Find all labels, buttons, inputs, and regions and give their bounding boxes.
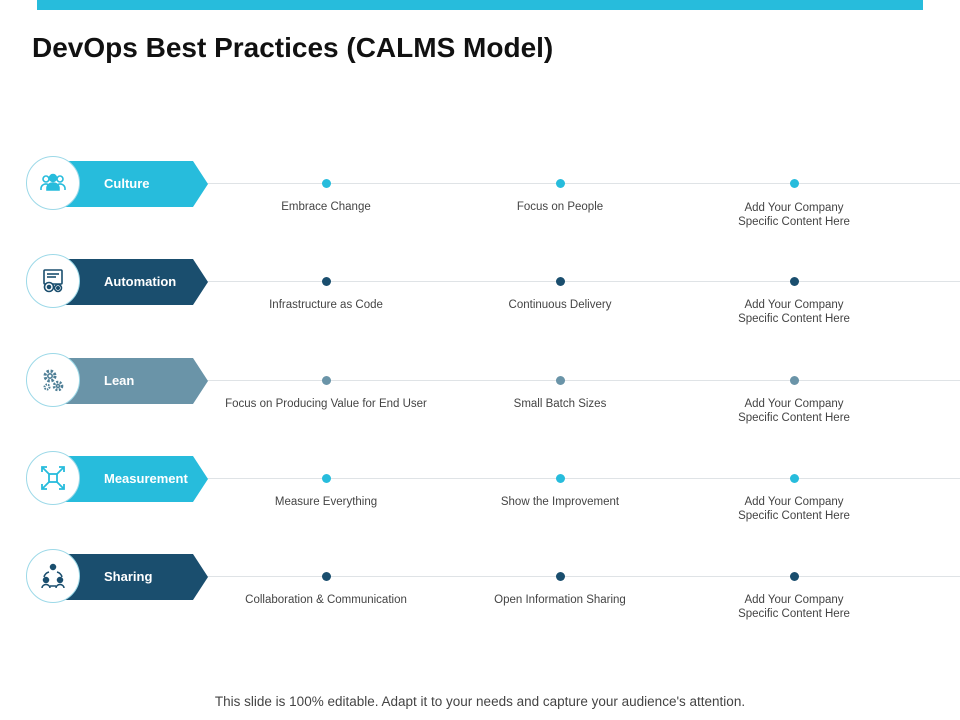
people-sharing-icon xyxy=(41,563,65,589)
lean-icon-circle xyxy=(26,353,80,407)
page-title: DevOps Best Practices (CALMS Model) xyxy=(32,32,554,63)
item-line: Add Your Company xyxy=(744,594,844,606)
lean-dot-3 xyxy=(790,376,799,385)
item-line: Focus on People xyxy=(516,201,604,213)
culture-item-1: Embrace Change xyxy=(206,200,446,214)
row-line xyxy=(205,576,960,577)
row-automation: Automation Infrastructure as Code Contin… xyxy=(0,254,960,326)
measurement-label: Measurement xyxy=(104,471,188,486)
sharing-dot-3 xyxy=(790,572,799,581)
item-line: Infrastructure as Code xyxy=(269,299,383,311)
automation-dot-3 xyxy=(790,277,799,286)
item-line: Measure Everything xyxy=(274,496,378,508)
row-sharing: Sharing Collaboration & Communication Op… xyxy=(0,549,960,621)
item-line: Open Information Sharing xyxy=(494,594,626,606)
item-line: Focus on Producing Value for End User xyxy=(225,398,427,410)
sharing-item-3: Add Your Company Specific Content Here xyxy=(674,593,914,621)
measurement-icon-circle xyxy=(26,451,80,505)
culture-dot-3 xyxy=(790,179,799,188)
culture-icon-circle xyxy=(26,156,80,210)
measurement-tag xyxy=(58,456,208,502)
item-line: Add Your Company xyxy=(744,398,844,410)
automation-tag xyxy=(58,259,208,305)
automation-item-2: Continuous Delivery xyxy=(440,298,680,312)
sharing-item-2: Open Information Sharing xyxy=(440,593,680,607)
row-line xyxy=(205,380,960,381)
row-culture: Culture Embrace Change Focus on People A… xyxy=(0,156,960,229)
sharing-icon-circle xyxy=(26,549,80,603)
sharing-dot-1 xyxy=(322,572,331,581)
row-measurement: Measurement Measure Everything Show the … xyxy=(0,451,960,523)
measurement-dot-2 xyxy=(556,474,565,483)
item-line: Specific Content Here xyxy=(738,216,850,228)
culture-item-3: Add Your Company Specific Content Here xyxy=(674,201,914,229)
sharing-dot-2 xyxy=(556,572,565,581)
item-line: Show the Improvement xyxy=(500,496,620,508)
culture-dot-2 xyxy=(556,179,565,188)
footer-note: This slide is 100% editable. Adapt it to… xyxy=(214,694,746,709)
sharing-item-1: Collaboration & Communication xyxy=(206,593,446,607)
row-line xyxy=(205,281,960,282)
automation-gears-icon xyxy=(43,269,63,293)
item-line: Continuous Delivery xyxy=(508,299,612,311)
item-line: Specific Content Here xyxy=(738,412,850,424)
measurement-dot-3 xyxy=(790,474,799,483)
item-line: Embrace Change xyxy=(281,201,371,213)
automation-item-3: Add Your Company Specific Content Here xyxy=(674,298,914,326)
sharing-label: Sharing xyxy=(104,569,153,584)
measurement-dot-1 xyxy=(322,474,331,483)
measurement-item-1: Measure Everything xyxy=(206,495,446,509)
row-line xyxy=(205,183,960,184)
gears-icon xyxy=(43,369,64,392)
automation-dot-1 xyxy=(322,277,331,286)
automation-label: Automation xyxy=(104,274,177,289)
expand-arrows-icon xyxy=(41,466,65,490)
culture-label: Culture xyxy=(104,176,150,191)
item-line: Small Batch Sizes xyxy=(513,398,607,410)
item-line: Specific Content Here xyxy=(738,313,850,325)
row-lean: Lean Focus on Producing Value for End Us… xyxy=(0,353,960,425)
people-group-icon xyxy=(40,173,66,191)
automation-item-1: Infrastructure as Code xyxy=(206,298,446,312)
lean-tag xyxy=(58,358,208,404)
item-line: Add Your Company xyxy=(744,202,844,214)
automation-dot-2 xyxy=(556,277,565,286)
item-line: Collaboration & Communication xyxy=(245,594,407,606)
culture-tag xyxy=(58,161,208,207)
measurement-item-2: Show the Improvement xyxy=(440,495,680,509)
lean-item-3: Add Your Company Specific Content Here xyxy=(674,397,914,425)
lean-label: Lean xyxy=(104,373,135,388)
top-accent-bar xyxy=(37,0,923,10)
lean-item-1: Focus on Producing Value for End User xyxy=(206,397,446,411)
culture-item-2: Focus on People xyxy=(440,200,680,214)
measurement-item-3: Add Your Company Specific Content Here xyxy=(674,495,914,523)
lean-item-2: Small Batch Sizes xyxy=(440,397,680,411)
row-line xyxy=(205,478,960,479)
lean-dot-1 xyxy=(322,376,331,385)
item-line: Add Your Company xyxy=(744,496,844,508)
item-line: Specific Content Here xyxy=(738,608,850,620)
item-line: Specific Content Here xyxy=(738,510,850,522)
automation-icon-circle xyxy=(26,254,80,308)
lean-dot-2 xyxy=(556,376,565,385)
sharing-tag xyxy=(58,554,208,600)
item-line: Add Your Company xyxy=(744,299,844,311)
culture-dot-1 xyxy=(322,179,331,188)
